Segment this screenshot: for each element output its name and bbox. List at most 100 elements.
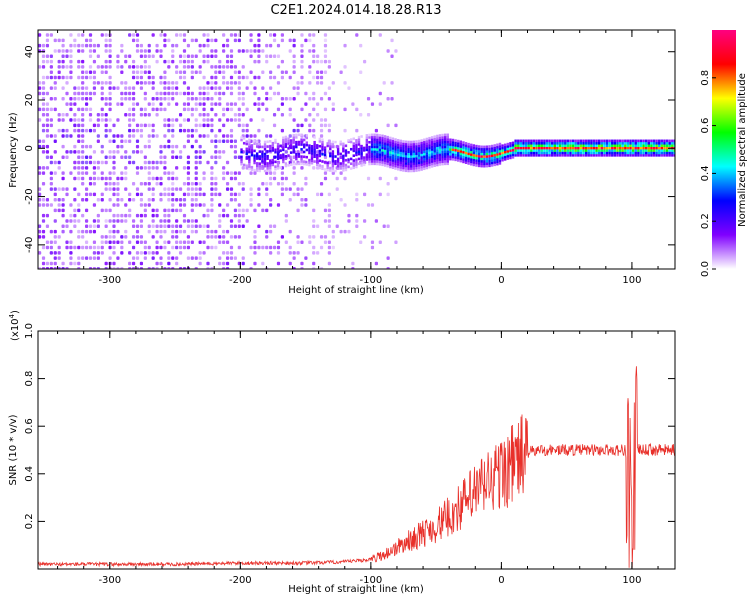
- spectrogram-cell: [151, 54, 155, 59]
- spectrogram-line-cell: [316, 163, 319, 167]
- spectrogram-cell: [159, 224, 163, 229]
- spectrogram-cell: [135, 213, 140, 218]
- spectrogram-line-cell: [470, 158, 473, 161]
- spectrogram-line-cell: [255, 154, 259, 158]
- spectrogram-cell: [390, 54, 394, 59]
- spectrogram-line-cell: [342, 159, 345, 163]
- spectrogram-line-cell: [297, 162, 301, 166]
- spectrogram-cell: [319, 97, 324, 101]
- spectrogram-cell: [390, 38, 394, 43]
- spectrogram-line-cell: [527, 144, 530, 147]
- spectrogram-line-cell: [504, 143, 507, 147]
- spectrogram-line-cell: [245, 164, 248, 168]
- spectrogram-line-cell: [336, 160, 340, 163]
- spectrogram-cell: [41, 112, 46, 117]
- spectrogram-cell: [269, 197, 273, 202]
- spectrogram-cell: [163, 160, 167, 165]
- spectrogram-line-cell: [339, 142, 342, 146]
- spectrogram-cell: [296, 251, 300, 255]
- spectrogram-cell: [155, 224, 159, 229]
- spectrogram-line-cell: [464, 144, 468, 148]
- spectrogram-line-cell: [342, 161, 345, 165]
- spectrogram-cell: [237, 171, 241, 175]
- spectrogram-cell: [222, 139, 226, 144]
- spectrogram-line-cell: [639, 141, 643, 145]
- spectrogram-line-cell: [321, 167, 324, 171]
- spectrogram-line-cell: [300, 157, 303, 161]
- spectrogram-cell: [171, 176, 175, 181]
- spectrogram-line-cell: [360, 159, 363, 162]
- spectrogram-line-cell: [642, 154, 645, 157]
- spectrogram-line-cell: [477, 154, 481, 158]
- spectrogram-cell: [147, 49, 151, 53]
- spectrogram-line-cell: [274, 167, 277, 171]
- spectrogram-cell: [194, 219, 198, 223]
- spectrogram-cell: [38, 139, 42, 144]
- spectrogram-cell: [343, 43, 347, 48]
- spectrogram-cell: [182, 118, 187, 122]
- spectrogram-cell: [88, 97, 93, 101]
- spectrogram-line-cell: [454, 153, 457, 157]
- spectrogram-cell: [84, 107, 89, 112]
- spectrogram-cell: [257, 192, 261, 197]
- spectrogram-cell: [38, 166, 42, 170]
- spectrogram-cell: [171, 197, 175, 202]
- spectrogram-line-cell: [595, 139, 598, 143]
- spectrogram-cell: [198, 203, 202, 207]
- spectrogram-cell: [296, 192, 300, 197]
- spectrogram-cell: [41, 182, 46, 186]
- spectrogram-cell: [190, 65, 194, 69]
- spectrogram-line-cell: [459, 154, 463, 158]
- spectrogram-line-cell: [472, 149, 476, 152]
- spectrogram-line-cell: [279, 149, 282, 152]
- spectrogram-cell: [159, 107, 163, 112]
- spectrogram-cell: [167, 144, 171, 149]
- spectrogram-cell: [237, 91, 241, 96]
- spectrogram-line-cell: [396, 165, 400, 169]
- spectrogram-line-cell: [579, 154, 583, 157]
- spectrogram-cell: [233, 171, 237, 175]
- spectrogram-line-cell: [368, 162, 371, 166]
- spectrogram-line-cell: [399, 161, 402, 164]
- spectrogram-cell: [116, 54, 120, 59]
- spectrogram-cell: [81, 33, 85, 37]
- spectrogram-line-cell: [433, 145, 436, 148]
- spectrogram-line-cell: [626, 149, 630, 152]
- spectrogram-line-cell: [253, 142, 256, 145]
- spectrogram-cell: [194, 128, 198, 133]
- spectrogram-line-cell: [318, 166, 322, 170]
- spectrogram-cell: [163, 86, 167, 90]
- spectrogram-line-cell: [363, 158, 366, 162]
- spectrogram-line-cell: [438, 163, 442, 166]
- spectrogram-cell: [280, 112, 284, 117]
- spectrogram-line-cell: [584, 149, 588, 152]
- spectrogram-line-cell: [248, 148, 251, 151]
- spectrogram-line-cell: [282, 136, 285, 140]
- spectrogram-cell: [237, 75, 241, 80]
- spectrogram-line-cell: [493, 161, 496, 164]
- spectrogram-cell: [104, 97, 108, 101]
- spectrogram-cell: [237, 86, 241, 90]
- spectrogram-line-cell: [577, 149, 580, 152]
- spectrogram-cell: [155, 261, 159, 266]
- spectrogram-cell: [96, 256, 100, 260]
- spectrogram-line-cell: [261, 155, 264, 158]
- spectrogram-line-cell: [530, 151, 533, 155]
- spectrogram-cell: [81, 86, 85, 90]
- spectrogram-line-cell: [464, 156, 468, 160]
- spectrogram-line-cell: [532, 146, 536, 150]
- spectrogram-cell: [151, 160, 155, 165]
- spectrogram-cell: [147, 75, 151, 80]
- spectrogram-line-cell: [634, 146, 637, 150]
- spectrogram-cell: [245, 86, 249, 90]
- spectrogram-cell: [65, 91, 69, 96]
- spectrogram-cell: [374, 219, 378, 223]
- spectrogram-cell: [229, 144, 234, 149]
- spectrogram-cell: [261, 261, 265, 266]
- spectrogram-line-cell: [363, 156, 366, 159]
- spectrogram-cell: [343, 229, 347, 234]
- spectrogram-cell: [194, 97, 198, 101]
- spectrogram-cell: [316, 54, 320, 59]
- spectrogram-line-cell: [668, 151, 671, 155]
- spectrogram-cell: [112, 139, 116, 144]
